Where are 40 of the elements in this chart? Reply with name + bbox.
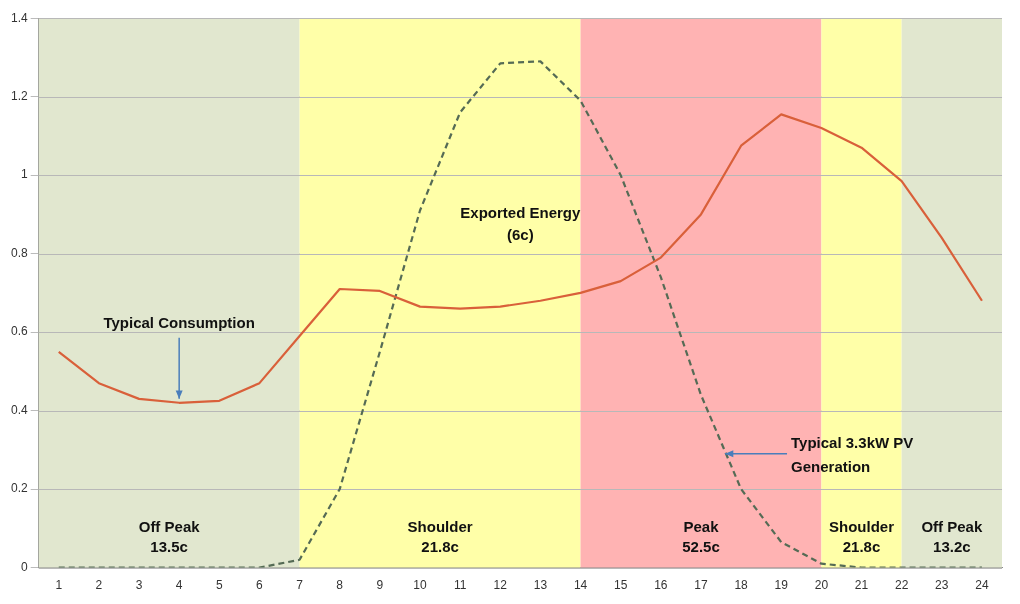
x-tick-label: 7	[296, 578, 304, 593]
y-tick-label: 0	[20, 559, 28, 574]
x-tick-label: 9	[376, 578, 384, 593]
x-tick-label: 23	[935, 578, 949, 593]
x-tick-label: 16	[654, 578, 668, 593]
x-tick-label: 5	[215, 578, 223, 593]
x-tick-label: 18	[734, 578, 749, 593]
x-tick-label: 15	[614, 578, 628, 593]
y-tick-label: 1	[20, 167, 28, 182]
band-label: Off Peak 13.5c	[138, 517, 201, 555]
band-label: Off Peak 13.2c	[921, 517, 983, 555]
x-tick-label: 20	[814, 578, 829, 593]
x-tick-label: 19	[774, 578, 789, 593]
x-tick-label: 6	[256, 578, 264, 593]
x-tick-label: 21	[854, 578, 869, 593]
x-tick-label: 17	[694, 578, 708, 593]
x-tick-label: 3	[135, 578, 143, 593]
x-tick-label: 14	[573, 578, 588, 593]
band-label: Shoulder 21.8c	[829, 517, 895, 555]
y-tick-label: 1.2	[10, 89, 28, 103]
x-tick-label: 24	[975, 578, 989, 593]
x-tick-label: 10	[413, 578, 427, 593]
x-tick-label: 13	[533, 578, 548, 593]
x-tick-label: 1	[55, 578, 63, 593]
x-tick-label: 2	[95, 578, 103, 593]
y-tick-label: 0.8	[10, 245, 28, 260]
annotation: Exported Energy (6c)	[460, 204, 582, 244]
annotation: Typical Consumption	[103, 313, 255, 331]
band-label: Peak 52.5c	[682, 517, 720, 555]
x-tick-label: 11	[453, 578, 467, 593]
annotation: Typical 3.3kW PV Generation	[791, 433, 914, 475]
band-label: Shoulder 21.8c	[407, 517, 473, 555]
y-tick-label: 0.4	[10, 402, 28, 417]
x-tick-label: 8	[336, 578, 344, 593]
y-tick-label: 0.2	[10, 481, 28, 496]
x-tick-label: 12	[493, 578, 508, 593]
y-tick-label: 1.4	[10, 10, 28, 25]
x-tick-label: 22	[894, 578, 909, 593]
y-tick-label: 0.6	[10, 324, 28, 339]
x-tick-label: 4	[175, 578, 183, 593]
